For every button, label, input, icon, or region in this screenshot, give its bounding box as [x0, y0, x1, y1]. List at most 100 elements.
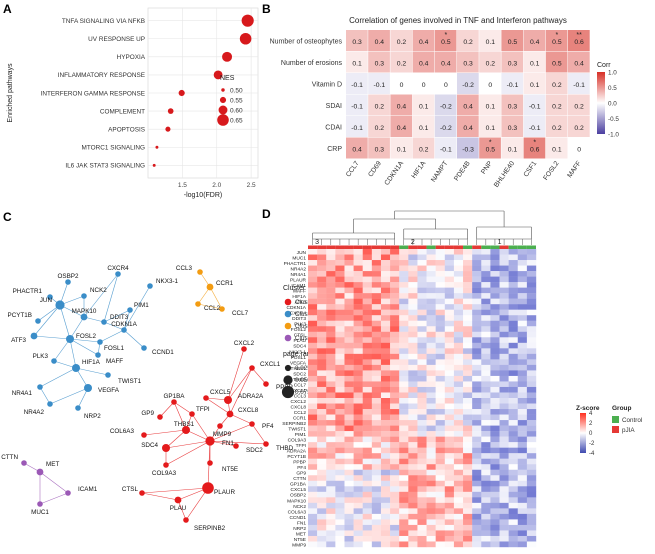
zscore-cell	[481, 353, 491, 360]
zscore-cell	[426, 497, 436, 504]
network-node	[241, 346, 247, 352]
zscore-cell	[481, 364, 491, 371]
node-label: COL9A3	[152, 470, 177, 477]
gene-label: FOSL2	[291, 327, 307, 333]
zscore-cell	[380, 486, 391, 493]
zscore-cell	[308, 420, 318, 426]
zscore-cell	[390, 475, 400, 481]
zscore-cell	[408, 381, 418, 388]
zscore-cell	[371, 458, 382, 465]
zscore-cell	[453, 486, 464, 493]
zscore-cell	[335, 304, 345, 310]
zscore-cell	[517, 260, 528, 266]
group-bar-cell	[380, 245, 391, 249]
zscore-cell	[335, 282, 345, 288]
zscore-cell	[390, 359, 400, 366]
zscore-cell	[353, 249, 363, 255]
zscore-cell	[508, 249, 518, 255]
column-label: HIF1A	[411, 160, 428, 180]
zscore-cell	[435, 282, 445, 288]
network-node	[162, 444, 170, 452]
zscore-cell	[499, 304, 509, 310]
zscore-cell	[362, 458, 373, 465]
zscore-cell	[344, 530, 354, 537]
zscore-cell	[463, 541, 473, 548]
network-edge	[141, 492, 179, 501]
zscore-cell	[490, 271, 500, 277]
zscore-legend-label: 0	[589, 431, 593, 437]
zscore-cell	[344, 353, 354, 360]
zscore-cell	[362, 508, 373, 515]
zscore-cell	[399, 409, 409, 415]
zscore-cell	[463, 480, 473, 487]
zscore-heatmap: 3 2 1JUNMUC1PHACTR1NR4A2NR4A1PLAURICAM1MAF…	[282, 210, 642, 548]
zscore-cell	[463, 276, 473, 283]
zscore-cell	[362, 353, 373, 360]
zscore-cell	[371, 271, 382, 277]
cell-value: 0.6	[530, 146, 540, 153]
zscore-cell	[444, 298, 455, 305]
network-node	[55, 300, 65, 310]
zscore-cell	[399, 453, 409, 459]
heatmap-cell	[568, 116, 590, 137]
zscore-cell	[517, 386, 528, 393]
zscore-cell	[390, 386, 400, 393]
zscore-cell	[444, 265, 455, 272]
zscore-cell	[317, 436, 327, 443]
heatmap-cell	[434, 116, 457, 137]
zscore-cell	[426, 398, 436, 404]
zscore-cell	[317, 271, 327, 277]
cell-value: -0.2	[440, 125, 452, 132]
zscore-cell	[472, 326, 482, 332]
zscore-cell	[490, 530, 500, 537]
gene-label: GP9	[296, 471, 306, 477]
network-edge	[197, 286, 211, 305]
zscore-cell	[317, 287, 327, 294]
zscore-cell	[353, 271, 363, 277]
zscore-cell	[317, 298, 327, 305]
zscore-cell	[335, 508, 345, 515]
network-node	[37, 501, 43, 507]
cell-value: -0.2	[462, 82, 474, 89]
zscore-cell	[472, 359, 482, 366]
zscore-cell	[344, 304, 354, 310]
zscore-cell	[408, 271, 418, 277]
zscore-cell	[417, 524, 427, 531]
zscore-cell	[326, 337, 336, 344]
zscore-cell	[481, 475, 491, 481]
zscore-cell	[490, 420, 500, 426]
network-edge	[229, 367, 253, 415]
zscore-cell	[517, 315, 528, 321]
group-bar-cell	[353, 245, 363, 249]
zscore-cell	[399, 535, 409, 542]
zscore-cell	[362, 254, 373, 261]
zscore-cell	[335, 364, 345, 371]
zscore-cell	[463, 398, 473, 404]
node-label: SDC2	[246, 447, 263, 454]
zscore-cell	[344, 469, 354, 476]
zscore-cell	[508, 326, 518, 332]
zscore-cell	[317, 519, 327, 526]
zscore-cell	[517, 508, 528, 515]
zscore-cell	[317, 320, 327, 327]
zscore-cell	[472, 375, 482, 382]
group-legend-title: Group	[612, 405, 632, 412]
node-label: MMP9	[213, 431, 232, 438]
cell-value: 0.3	[375, 146, 385, 153]
heatmap-cell	[457, 137, 479, 159]
zscore-cell	[517, 348, 528, 355]
zscore-cell	[371, 491, 382, 498]
zscore-cell	[481, 535, 491, 542]
zscore-cell	[371, 282, 382, 288]
zscore-cell	[308, 320, 318, 327]
zscore-cell	[444, 386, 455, 393]
zscore-cell	[463, 298, 473, 305]
zscore-cell	[390, 464, 400, 470]
node-label: CTSL	[122, 486, 139, 493]
network-edge	[209, 440, 267, 445]
zscore-cell	[481, 486, 491, 493]
zscore-cell	[362, 348, 373, 355]
zscore-cell	[499, 364, 509, 371]
zscore-cell	[390, 337, 400, 344]
zscore-cell	[371, 436, 382, 443]
